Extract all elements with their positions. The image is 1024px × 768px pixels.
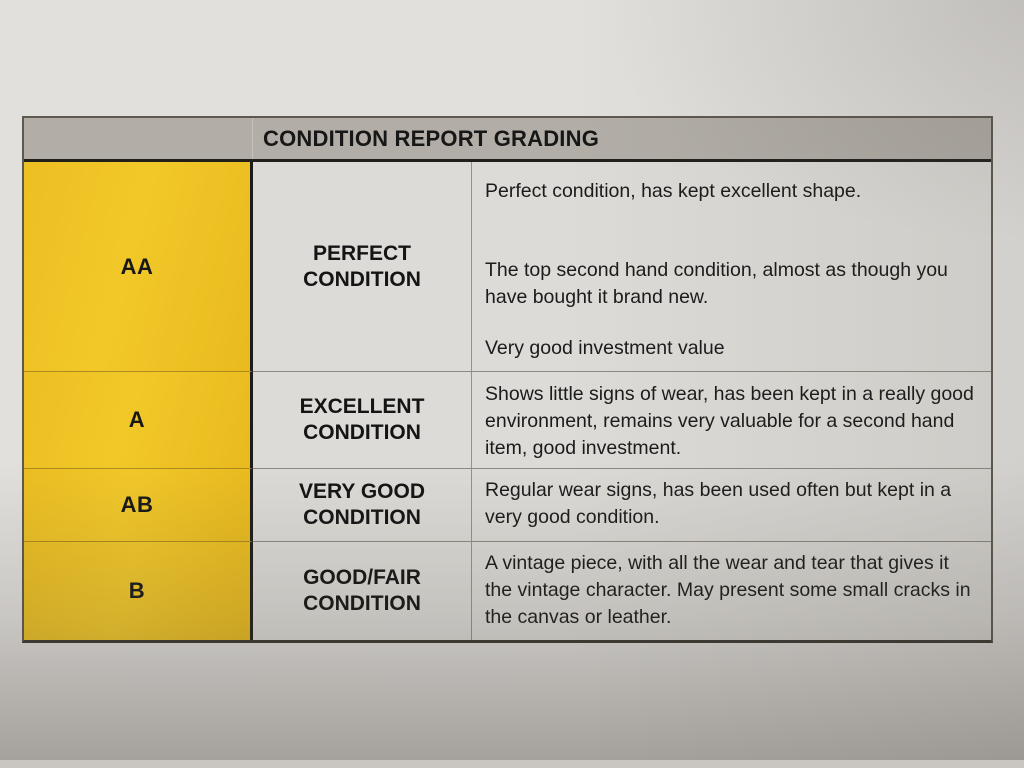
description-paragraph: Regular wear signs, has been used often … <box>485 479 952 528</box>
label-line: CONDITION <box>303 267 421 291</box>
label-line: CONDITION <box>303 592 421 615</box>
grade-cell-aa: AA <box>24 162 253 372</box>
label-line: VERY GOOD <box>298 480 426 503</box>
description-paragraph: A vintage piece, with all the wear and t… <box>485 552 971 628</box>
label-cell-good-fair-condition: GOOD/FAIR CONDITION <box>253 542 472 640</box>
table-body: AA PERFECT CONDITION Perfect condition, … <box>24 162 991 640</box>
grade-cell-ab: AB <box>24 469 253 542</box>
description-paragraph: The top second hand condition, almost as… <box>485 259 948 308</box>
label-cell-very-good-condition: VERY GOOD CONDITION <box>253 469 472 542</box>
header-grade-column-spacer <box>24 118 253 159</box>
label-cell-perfect-condition: PERFECT CONDITION <box>253 162 472 372</box>
table-header: CONDITION REPORT GRADING <box>24 118 991 162</box>
condition-grading-table: CONDITION REPORT GRADING AA PERFECT COND… <box>22 116 993 643</box>
grade-cell-b: B <box>24 542 253 640</box>
label-line: PERFECT <box>312 241 411 265</box>
description-cell-b: A vintage piece, with all the wear and t… <box>472 542 991 640</box>
description-cell-a: Shows little signs of wear, has been kep… <box>472 372 991 469</box>
description-paragraph: Shows little signs of wear, has been kep… <box>485 383 974 459</box>
label-line: CONDITION <box>303 421 421 444</box>
description-paragraph: Very good investment value <box>485 337 725 359</box>
grade-cell-a: A <box>24 372 253 469</box>
description-cell-aa: Perfect condition, has kept excellent sh… <box>472 162 991 372</box>
description-cell-ab: Regular wear signs, has been used often … <box>472 469 991 542</box>
photo-bottom-edge <box>0 760 1024 768</box>
label-line: CONDITION <box>303 506 421 529</box>
description-paragraph: Perfect condition, has kept excellent sh… <box>485 180 862 202</box>
label-line: GOOD/FAIR <box>303 566 421 589</box>
label-cell-excellent-condition: EXCELLENT CONDITION <box>253 372 472 469</box>
label-line: EXCELLENT <box>299 395 425 418</box>
table-title: CONDITION REPORT GRADING <box>263 125 600 151</box>
